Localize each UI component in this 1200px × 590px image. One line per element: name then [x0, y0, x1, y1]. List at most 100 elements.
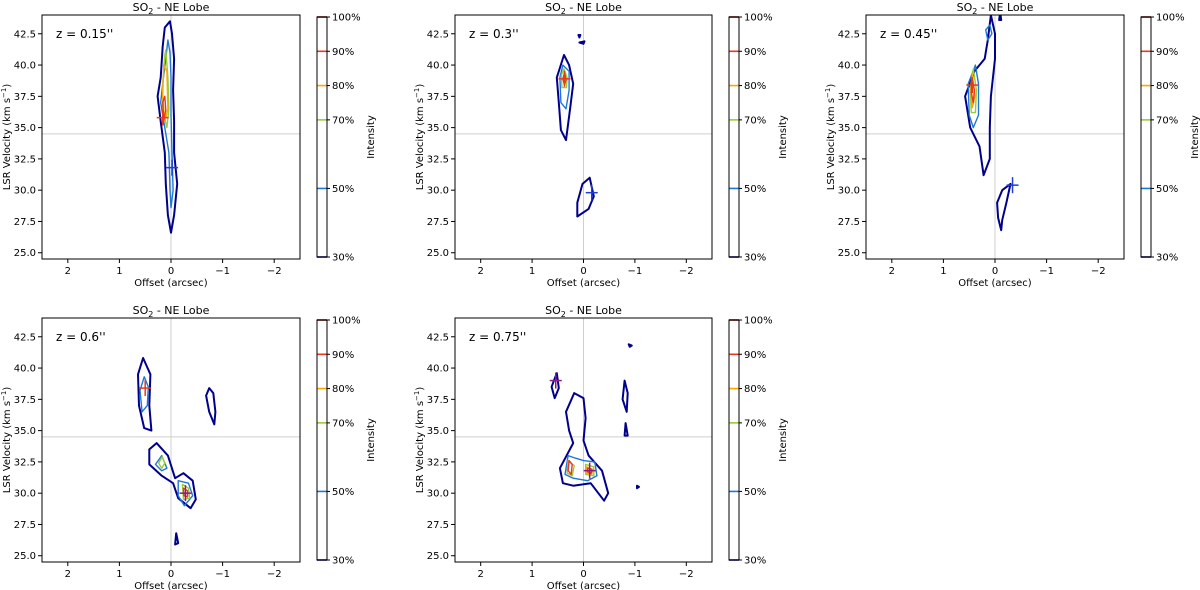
colorbar-tick-label: 30% — [332, 253, 354, 264]
y-tick-label: 40.0 — [14, 364, 36, 375]
y-tick-label: 35.0 — [14, 123, 36, 134]
x-tick-label: −1 — [215, 266, 230, 277]
contour-50pct-6 — [564, 454, 598, 482]
y-tick-label: 37.5 — [14, 395, 36, 406]
y-axis-label: LSR Velocity (km s−1) — [413, 387, 426, 494]
y-tick-label: 42.5 — [14, 332, 36, 343]
contour-30pct-2 — [621, 379, 629, 413]
x-tick-label: 0 — [168, 569, 174, 580]
y-axis-label: LSR Velocity (km s−1) — [824, 84, 837, 191]
y-tick-label: 27.5 — [838, 217, 860, 228]
peak-marker-1 — [966, 77, 979, 94]
colorbar: 30% 50% 70% 80% 90% 100% Intensity — [316, 13, 377, 264]
y-tick-label: 25.0 — [14, 248, 36, 259]
contour-30pct-3 — [623, 422, 629, 437]
colorbar-tick-label: 100% — [332, 316, 361, 327]
contour-90pct-7 — [970, 76, 976, 104]
colorbar-label: Intensity — [366, 418, 377, 462]
y-tick-label: 35.0 — [427, 426, 449, 437]
x-tick-label: −2 — [267, 569, 282, 580]
peak-marker-1 — [156, 109, 169, 126]
colorbar-tick-label: 30% — [1156, 253, 1178, 264]
y-tick-label: 30.0 — [427, 489, 449, 500]
colorbar-tick-label: 90% — [332, 47, 354, 58]
panel-title: SO2 - NE Lobe — [133, 304, 210, 319]
x-tick-label: −2 — [1091, 266, 1106, 277]
y-tick-label: 30.0 — [14, 186, 36, 197]
colorbar-tick-label: 70% — [744, 115, 766, 126]
colorbar-tick-label: 100% — [744, 316, 773, 327]
x-tick-label: −2 — [679, 569, 694, 580]
y-tick-label: 37.5 — [427, 92, 449, 103]
colorbar-frame — [728, 16, 740, 258]
x-tick-label: 2 — [65, 266, 71, 277]
x-tick-label: −1 — [1039, 266, 1054, 277]
y-tick-label: 42.5 — [838, 29, 860, 40]
peak-marker-1 — [558, 70, 571, 87]
colorbar-label: Intensity — [778, 418, 789, 462]
contour-30pct-1 — [148, 442, 197, 510]
peak-marker-2 — [583, 462, 596, 479]
panel-redshift-label: z = 0.6'' — [56, 330, 106, 344]
colorbar-tick-label: 90% — [1156, 47, 1178, 58]
y-axis-label: LSR Velocity (km s−1) — [0, 84, 13, 191]
x-axis-label: Offset (arcsec) — [547, 581, 621, 590]
peak-marker-2 — [1006, 177, 1019, 194]
x-tick-label: 0 — [580, 266, 586, 277]
colorbar-tick-label: 70% — [744, 418, 766, 429]
peak-marker-2 — [166, 159, 179, 176]
x-axis-label: Offset (arcsec) — [958, 278, 1032, 289]
colorbar-tick-label: 50% — [332, 487, 354, 498]
colorbar: 30% 50% 70% 80% 90% 100% Intensity — [728, 13, 789, 264]
y-tick-label: 37.5 — [838, 92, 860, 103]
x-axis-label: Offset (arcsec) — [134, 278, 208, 289]
x-axis-label: Offset (arcsec) — [547, 278, 621, 289]
panel-redshift-label: z = 0.15'' — [56, 27, 113, 41]
colorbar-tick-label: 100% — [1156, 13, 1185, 24]
colorbar: 30% 50% 70% 80% 90% 100% Intensity — [316, 316, 377, 567]
contour-50pct-4 — [985, 24, 993, 41]
panel-4: 2 1 0 −1 −2 25.0 27.5 30.0 32.5 35.0 37.5 40.0 42.5 S… — [0, 304, 377, 590]
contour-30pct-2 — [205, 387, 217, 426]
contour-group — [964, 15, 1012, 232]
colorbar-label: Intensity — [1190, 115, 1200, 159]
colorbar-tick-label: 90% — [744, 350, 766, 361]
panel-3: 2 1 0 −1 −2 25.0 27.5 30.0 32.5 35.0 37.5 40.0 42.5 S… — [824, 1, 1200, 289]
x-tick-label: 0 — [580, 569, 586, 580]
contour-30pct-2 — [998, 15, 1003, 21]
contour-group — [137, 357, 217, 546]
colorbar-frame — [316, 319, 328, 561]
y-tick-label: 40.0 — [838, 61, 860, 72]
y-tick-label: 40.0 — [427, 364, 449, 375]
y-tick-label: 25.0 — [427, 248, 449, 259]
contour-30pct-0 — [137, 357, 153, 432]
colorbar-tick-label: 30% — [332, 556, 354, 567]
y-tick-label: 32.5 — [427, 154, 449, 165]
colorbar-tick-label: 100% — [332, 13, 361, 24]
colorbar: 30% 50% 70% 80% 90% 100% Intensity — [728, 316, 789, 567]
contour-30pct-1 — [996, 182, 1012, 232]
contour-30pct-1 — [558, 392, 610, 502]
y-tick-label: 27.5 — [14, 217, 36, 228]
panel-title: SO2 - NE Lobe — [545, 1, 622, 16]
panel-2: 2 1 0 −1 −2 25.0 27.5 30.0 32.5 35.0 37.5 40.0 42.5 S… — [413, 1, 789, 289]
panel-redshift-label: z = 0.75'' — [469, 330, 526, 344]
x-tick-label: −1 — [628, 569, 643, 580]
y-tick-label: 35.0 — [427, 123, 449, 134]
y-tick-label: 32.5 — [14, 457, 36, 468]
panel-redshift-label: z = 0.45'' — [880, 27, 937, 41]
panel-redshift-label: z = 0.3'' — [469, 27, 519, 41]
x-tick-label: −2 — [679, 266, 694, 277]
x-tick-label: 2 — [478, 569, 484, 580]
x-tick-label: −1 — [215, 569, 230, 580]
peak-marker-2 — [179, 485, 192, 502]
colorbar-tick-label: 70% — [332, 418, 354, 429]
x-tick-label: 2 — [65, 569, 71, 580]
colorbar-tick-label: 50% — [1156, 184, 1178, 195]
colorbar-label: Intensity — [778, 115, 789, 159]
y-tick-label: 27.5 — [14, 520, 36, 531]
y-tick-label: 30.0 — [14, 489, 36, 500]
y-axis-label: LSR Velocity (km s−1) — [413, 84, 426, 191]
panel-title: SO2 - NE Lobe — [545, 304, 622, 319]
